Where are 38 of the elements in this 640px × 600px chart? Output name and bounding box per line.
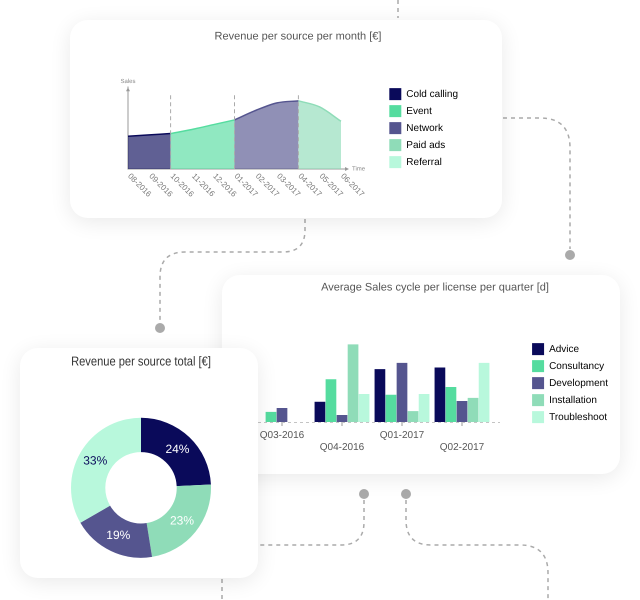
bar — [374, 369, 386, 422]
legend-label: Event — [406, 106, 432, 117]
chart-title: Revenue per source per month [€] — [214, 30, 382, 43]
data-label: 19% — [106, 528, 131, 542]
bar — [456, 400, 468, 422]
bar — [386, 394, 396, 422]
bar — [276, 408, 288, 422]
legend-label: Network — [406, 122, 444, 134]
bar — [266, 412, 276, 422]
bar — [468, 398, 478, 422]
legend-label: Cold calling — [406, 88, 458, 100]
bar — [434, 368, 446, 422]
data-label: 23% — [170, 513, 194, 528]
bar — [446, 386, 456, 422]
chart-title: Average Sales cycle per license per quarter [d] — [321, 282, 549, 294]
bar — [478, 362, 490, 422]
x-tick-label: Q01-2017 — [380, 430, 425, 441]
x-tick-label: Q02-2017 — [440, 442, 485, 453]
legend-label: Development — [549, 378, 608, 389]
legend-label: Advice — [549, 344, 580, 355]
legend-label: Paid ads — [406, 140, 446, 151]
x-tick-label: Q04-2016 — [320, 442, 365, 453]
legend-label: Referral — [406, 156, 442, 168]
legend-label: Consultancy — [549, 360, 604, 372]
bar — [418, 394, 430, 422]
x-tick-label: Q03-2016 — [260, 430, 305, 441]
data-label: 33% — [83, 454, 108, 468]
data-label: 24% — [165, 442, 190, 456]
legend-label: Installation — [549, 394, 597, 406]
chart-title: Revenue per source total [€] — [71, 354, 211, 369]
legend-label: Troubleshoot — [549, 412, 608, 423]
bar — [326, 379, 336, 422]
bar — [358, 394, 370, 422]
bar — [336, 415, 348, 422]
bar — [408, 411, 418, 422]
bar — [348, 344, 358, 422]
bar — [314, 402, 326, 422]
bar — [396, 362, 408, 422]
